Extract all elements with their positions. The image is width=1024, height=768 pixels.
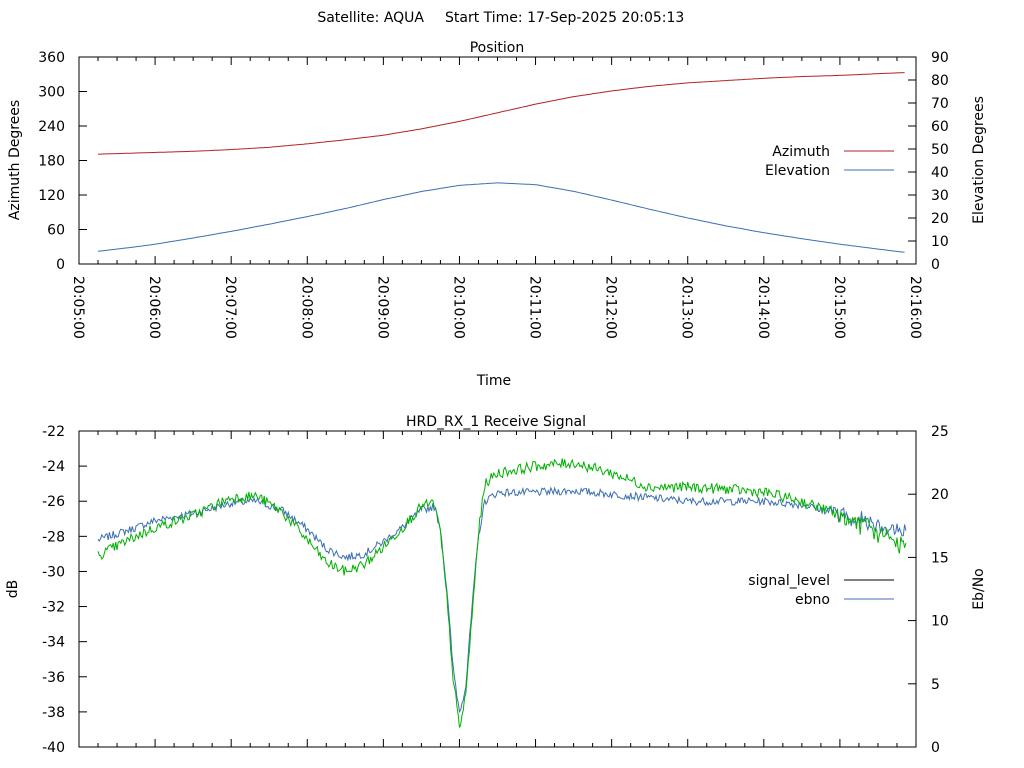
- signal-y2-tick-label: 5: [931, 677, 940, 693]
- signal-y2-tick-label: 20: [931, 487, 949, 503]
- position-y2-tick-label: 0: [931, 257, 940, 273]
- signal-y-tick-label: -34: [42, 635, 65, 651]
- signal-y2-tick-label: 10: [931, 614, 949, 630]
- position-y2-tick-label: 30: [931, 188, 949, 204]
- signal-title: HRD_RX_1 Receive Signal: [406, 414, 586, 430]
- signal-y2-tick-label: 25: [931, 424, 949, 440]
- position-y-tick-label: 180: [38, 154, 65, 170]
- signal-legend: signal_level ebno: [748, 573, 894, 608]
- signal-y-axis-title: dB: [5, 580, 21, 599]
- position-plot-frame: [78, 56, 917, 265]
- signal-y-tick-label: -32: [42, 600, 65, 616]
- position-y-tick-label: 240: [38, 119, 65, 135]
- signal-y2-axis-title: Eb/No: [971, 568, 987, 610]
- position-x-tick-label: 20:16:00: [907, 276, 923, 339]
- position-x-tick-label: 20:05:00: [70, 276, 86, 339]
- position-y2-tick-label: 10: [931, 234, 949, 250]
- position-y2-tick-label: 20: [931, 211, 949, 227]
- legend-label-signal-level: signal_level: [748, 573, 830, 589]
- signal-y2-tick-label: 15: [931, 550, 949, 566]
- position-x-tick-label: 20:13:00: [679, 276, 695, 339]
- legend-label-ebno: ebno: [795, 592, 830, 608]
- position-y-tick-label: 120: [38, 188, 65, 204]
- series-line-elevation: [97, 182, 905, 253]
- position-x-tick-label: 20:14:00: [755, 276, 771, 339]
- signal-y2-tick-label: 0: [931, 740, 940, 756]
- position-x-tick-label: 20:12:00: [603, 276, 619, 339]
- signal-y-tick-label: -28: [42, 529, 65, 545]
- series-line-green: [97, 458, 907, 728]
- position-x-axis-title: Time: [476, 373, 511, 389]
- signal-y-tick-label: -26: [42, 494, 65, 510]
- signal-y-tick-label: -24: [42, 459, 65, 475]
- position-y2-tick-label: 40: [931, 165, 949, 181]
- position-y2-tick-label: 60: [931, 119, 949, 135]
- signal-y-tick-label: -38: [42, 705, 65, 721]
- series-line-azimuth: [97, 72, 905, 155]
- position-chart: Position 0 60 120 180 240 300 360 0 10 20 30 40 50 6…: [7, 40, 987, 389]
- position-y2-tick-label: 90: [931, 50, 949, 66]
- position-x-tick-label: 20:07:00: [222, 276, 238, 339]
- position-x-tick-label: 20:06:00: [146, 276, 162, 339]
- satellite-label: Satellite: AQUA: [317, 10, 424, 26]
- position-x-tick-label: 20:08:00: [298, 276, 314, 339]
- start-time-label: Start Time: 17-Sep-2025 20:05:13: [445, 10, 684, 26]
- signal-y-tick-label: -36: [42, 670, 65, 686]
- position-x-tick-label: 20:09:00: [374, 276, 390, 339]
- signal-plot-frame: [78, 430, 917, 748]
- position-title: Position: [470, 40, 525, 56]
- position-y-axis-title: Azimuth Degrees: [7, 100, 23, 220]
- position-y2-tick-label: 80: [931, 73, 949, 89]
- receive-signal-chart: HRD_RX_1 Receive Signal -22 -24 -26 -28 -30 -…: [5, 414, 987, 756]
- signal-y-tick-label: -22: [42, 424, 65, 440]
- position-y-tick-label: 360: [38, 50, 65, 66]
- legend-label-azimuth: Azimuth: [772, 144, 830, 160]
- signal-y-tick-label: -30: [42, 564, 65, 580]
- series-line-ebno: [97, 486, 907, 714]
- position-x-tick-label: 20:10:00: [450, 276, 466, 339]
- position-x-tick-label: 20:15:00: [831, 276, 847, 339]
- position-y-tick-label: 0: [56, 257, 65, 273]
- position-y-tick-label: 60: [47, 223, 65, 239]
- position-y2-axis-title: Elevation Degrees: [971, 96, 987, 224]
- position-legend: Azimuth Elevation: [765, 144, 894, 179]
- position-y-tick-label: 300: [38, 85, 65, 101]
- legend-label-elevation: Elevation: [765, 163, 830, 179]
- signal-y-tick-label: -40: [42, 740, 65, 756]
- position-y2-tick-label: 50: [931, 142, 949, 158]
- position-y2-tick-label: 70: [931, 96, 949, 112]
- position-x-tick-label: 20:11:00: [527, 276, 543, 339]
